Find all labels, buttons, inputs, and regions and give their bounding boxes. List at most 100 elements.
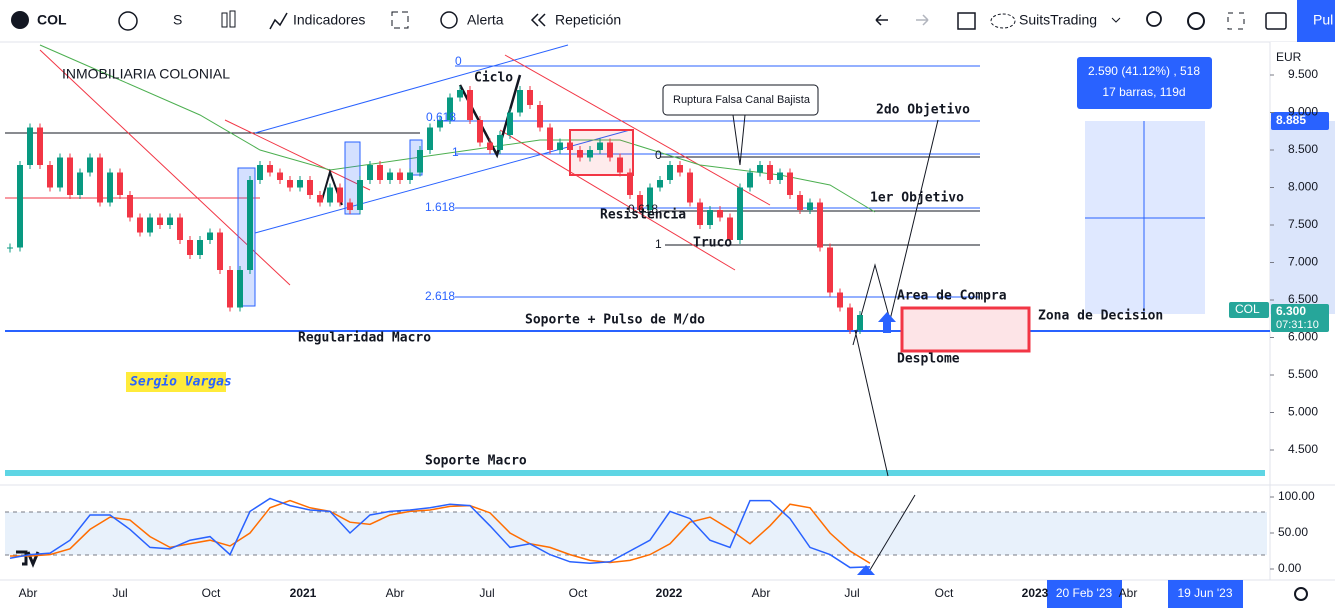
fullscreen[interactable] xyxy=(1227,12,1245,30)
time-label: Oct xyxy=(569,586,588,600)
fib-label: 1 xyxy=(452,145,459,159)
candle xyxy=(717,210,723,218)
candle xyxy=(817,202,823,248)
candle xyxy=(437,120,443,128)
cloud-icon[interactable] xyxy=(990,13,1016,29)
trend-line xyxy=(224,119,371,191)
candle xyxy=(547,127,553,150)
candle xyxy=(207,232,213,240)
macro-support-band xyxy=(5,470,1265,476)
candle xyxy=(697,202,703,225)
axis-settings[interactable] xyxy=(1294,587,1308,601)
candle xyxy=(497,135,503,150)
candle xyxy=(267,165,273,173)
annotation: Truco xyxy=(693,236,732,251)
publish-button-bg[interactable] xyxy=(1297,0,1335,42)
candle xyxy=(447,97,453,120)
time-label: Oct xyxy=(935,586,954,600)
annotation: Area de Compra xyxy=(897,289,1007,304)
replay-icon[interactable] xyxy=(530,13,546,27)
settings[interactable] xyxy=(1187,12,1205,30)
fib-label: 0.618 xyxy=(628,202,658,216)
indicators-button[interactable]: Indicadores xyxy=(293,12,365,28)
candle xyxy=(317,195,323,203)
annotation: Soporte + Pulso de M/do xyxy=(525,313,705,328)
osc-tick-label: 100.00 xyxy=(1278,489,1315,503)
layout-dropdown[interactable] xyxy=(1111,17,1121,23)
fib-label: 2.618 xyxy=(425,289,455,303)
candle xyxy=(807,202,813,210)
templates-icon[interactable] xyxy=(391,11,409,29)
candle-icon[interactable] xyxy=(229,10,236,28)
time-label: Abr xyxy=(386,586,405,600)
candle xyxy=(57,157,63,188)
candle xyxy=(217,232,223,270)
replay-button[interactable]: Repetición xyxy=(555,12,621,28)
time-label: Jul xyxy=(844,586,859,600)
alert-icon[interactable] xyxy=(440,11,458,29)
time-label: Abr xyxy=(19,586,38,600)
buy-arrow xyxy=(857,565,875,575)
fib-label: 1.618 xyxy=(425,200,455,214)
candle xyxy=(277,172,283,180)
fib-label: 1 xyxy=(655,237,662,251)
candle xyxy=(127,195,133,218)
price-tick-label: 8.000 xyxy=(1288,180,1318,194)
candle-icon[interactable] xyxy=(221,12,228,28)
candle xyxy=(727,217,733,240)
last-tag-bg xyxy=(1271,304,1329,332)
price-tick-label: 4.500 xyxy=(1288,442,1318,456)
annotation: 2do Objetivo xyxy=(876,103,970,118)
toolbar xyxy=(0,0,1335,42)
callout-pointer xyxy=(732,114,746,166)
candle xyxy=(337,187,343,203)
candle xyxy=(587,150,593,158)
projection-line xyxy=(869,494,916,571)
countdown: 07:31:10 xyxy=(1276,319,1319,331)
candle xyxy=(17,165,23,248)
callout-box xyxy=(662,84,819,116)
candle xyxy=(457,90,463,98)
candle xyxy=(567,142,573,150)
osc-k xyxy=(9,497,871,569)
author-bg xyxy=(126,372,226,392)
price-tick-label: 7.500 xyxy=(1288,217,1318,231)
undo[interactable] xyxy=(875,14,888,26)
candle xyxy=(677,165,683,173)
publish-button[interactable]: Pul xyxy=(1313,12,1333,28)
candle xyxy=(777,172,783,180)
decision-zone xyxy=(900,306,1031,353)
interval[interactable]: S xyxy=(173,12,182,28)
candle xyxy=(197,240,203,255)
alert-button[interactable]: Alerta xyxy=(467,12,504,28)
time-label: 2022 xyxy=(656,586,683,600)
time-label: Abr xyxy=(1119,586,1138,600)
candle xyxy=(107,172,113,203)
candle xyxy=(7,247,13,249)
redo[interactable] xyxy=(916,14,929,26)
annotation: Desplome xyxy=(897,352,960,367)
osc-d xyxy=(10,499,871,564)
candle xyxy=(117,172,123,195)
candle xyxy=(507,112,513,135)
price-tick-label: 6.000 xyxy=(1288,330,1318,344)
candle xyxy=(847,307,853,330)
snapshot[interactable] xyxy=(1265,12,1287,30)
layout-name[interactable]: SuitsTrading xyxy=(1019,12,1097,28)
symbol[interactable]: COL xyxy=(37,12,67,28)
candle xyxy=(157,217,163,225)
fullscreen-layout[interactable] xyxy=(957,12,976,30)
annotation: 1er Objetivo xyxy=(870,191,964,206)
fib-label: 0 xyxy=(455,54,462,68)
candle xyxy=(767,165,773,180)
candle xyxy=(417,150,423,173)
search[interactable] xyxy=(1146,11,1162,27)
add-symbol[interactable] xyxy=(118,11,138,31)
candle xyxy=(137,217,143,233)
candle xyxy=(577,150,583,158)
symbol-tag-bg xyxy=(1229,302,1269,318)
target-tag: 8.885 xyxy=(1276,113,1306,127)
candle xyxy=(357,180,363,210)
indicators-icon[interactable] xyxy=(269,12,288,30)
candle xyxy=(167,217,173,225)
